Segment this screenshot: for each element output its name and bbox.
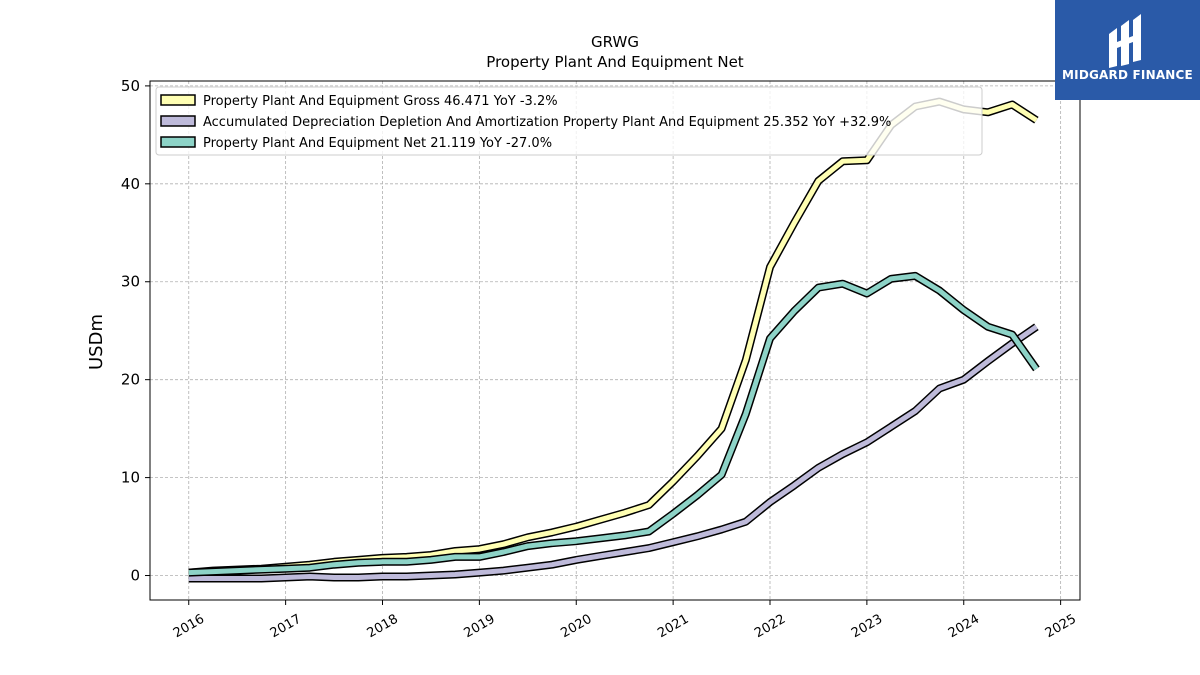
x-tick-label: 2021 bbox=[655, 612, 691, 642]
y-tick-label: 40 bbox=[121, 175, 140, 193]
series-line-outline-1 bbox=[188, 97, 1039, 577]
y-tick-label: 10 bbox=[121, 469, 140, 487]
logo-text: MIDGARD FINANCE bbox=[1062, 68, 1193, 82]
plot-frame bbox=[149, 80, 1081, 601]
x-tick-label: 2019 bbox=[462, 612, 498, 642]
legend-swatch-3 bbox=[160, 136, 196, 148]
x-tick-label: 2020 bbox=[558, 612, 594, 642]
logo-mark-icon bbox=[1109, 14, 1141, 68]
series-line-1 bbox=[188, 99, 1038, 576]
y-tick-label: 0 bbox=[130, 567, 140, 585]
y-tick-label: 50 bbox=[121, 77, 140, 95]
legend-swatch-1 bbox=[160, 94, 196, 106]
y-axis-label: USDm bbox=[86, 314, 107, 370]
legend-label-1: Property Plant And Equipment Gross 46.47… bbox=[203, 94, 558, 109]
legend-box bbox=[155, 86, 983, 156]
legend-label-2: Accumulated Depreciation Depletion And A… bbox=[203, 115, 891, 130]
x-tick-label: 2018 bbox=[365, 612, 401, 642]
series-line-3 bbox=[188, 273, 1039, 576]
series-layer bbox=[188, 97, 1040, 583]
x-axis: 2016 2017 2018 2019 2020 2021 2022 2023 2024 2025 bbox=[171, 600, 1079, 641]
x-tick-label: 2017 bbox=[268, 612, 304, 642]
y-tick-label: 30 bbox=[121, 273, 140, 291]
x-tick-label: 2024 bbox=[946, 612, 982, 642]
logo: MIDGARD FINANCE bbox=[1055, 0, 1200, 100]
x-tick-label: 2022 bbox=[752, 612, 788, 642]
x-tick-label: 2025 bbox=[1043, 612, 1079, 642]
legend: Property Plant And Equipment Gross 46.47… bbox=[155, 86, 983, 156]
series-line-outline-3 bbox=[188, 271, 1040, 577]
legend-label-3: Property Plant And Equipment Net 21.119 … bbox=[203, 136, 552, 151]
chart-title: GRWG bbox=[591, 33, 639, 51]
chart-subtitle: Property Plant And Equipment Net bbox=[486, 53, 743, 71]
grid bbox=[150, 81, 1080, 600]
y-tick-label: 20 bbox=[121, 371, 140, 389]
y-axis: 0 10 20 30 40 50 bbox=[121, 77, 150, 585]
legend-swatch-2 bbox=[160, 115, 196, 127]
x-tick-label: 2023 bbox=[849, 612, 885, 642]
x-tick-label: 2016 bbox=[171, 612, 207, 642]
series-line-2 bbox=[188, 324, 1038, 581]
